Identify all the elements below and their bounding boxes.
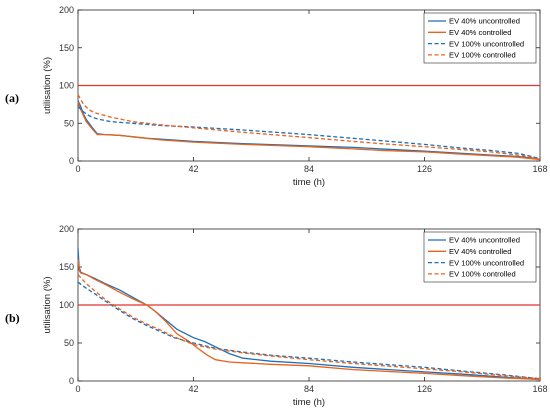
x-axis-label: time (h) [293, 177, 325, 188]
y-tick-label: 0 [69, 156, 74, 166]
y-tick-label: 100 [59, 300, 74, 310]
x-tick-label: 0 [75, 164, 80, 174]
panel-b-label: (b) [5, 311, 20, 325]
panel-a-label: (a) [5, 91, 19, 105]
legend-label: EV 100% uncontrolled [449, 39, 524, 48]
series-line-ev-100-uncontrolled [77, 281, 541, 380]
y-tick-label: 100 [59, 81, 74, 91]
legend-label: EV 100% uncontrolled [449, 258, 524, 267]
y-tick-label: 50 [64, 118, 74, 128]
legend-label: EV 100% controlled [449, 51, 516, 60]
y-axis-label: utilisation (%) [42, 276, 53, 333]
series-line-ev-40-controlled [77, 259, 541, 381]
y-tick-label: 150 [59, 262, 74, 272]
legend-label: EV 40% uncontrolled [449, 17, 520, 26]
series-line-ev-40-uncontrolled [77, 100, 541, 161]
legend: EV 40% uncontrolled EV 40% controlled EV 1… [423, 231, 537, 283]
x-tick-label: 126 [417, 164, 432, 174]
legend-label: EV 40% uncontrolled [449, 236, 520, 245]
series-line-ev-40-controlled [77, 101, 541, 161]
y-tick-label: 150 [59, 43, 74, 53]
x-tick-label: 42 [188, 164, 198, 174]
x-tick-label: 168 [532, 164, 547, 174]
series-line-ev-100-uncontrolled [77, 106, 541, 160]
panel-b-chart: (b) 0 42 84 126 168 0 50 100 150 200 time (h) utili… [5, 224, 548, 408]
x-axis-label: time (h) [293, 397, 325, 408]
x-tick-label: 126 [417, 384, 432, 394]
legend-label: EV 40% controlled [449, 247, 511, 256]
x-tick-label: 84 [304, 384, 314, 394]
y-tick-label: 200 [59, 5, 74, 15]
legend-label: EV 100% controlled [449, 270, 516, 279]
series-line-ev-100-controlled [77, 94, 541, 161]
x-tick-label: 84 [304, 164, 314, 174]
x-tick-label: 42 [188, 384, 198, 394]
y-tick-label: 200 [59, 224, 74, 234]
legend-label: EV 40% controlled [449, 28, 511, 37]
panel-a-chart: (a) 0 42 84 126 168 0 50 100 150 200 time (h) utili… [5, 5, 548, 188]
y-tick-label: 50 [64, 338, 74, 348]
y-tick-label: 0 [69, 376, 74, 386]
x-tick-label: 168 [532, 384, 547, 394]
x-tick-label: 0 [75, 384, 80, 394]
y-axis-label: utilisation (%) [42, 57, 53, 114]
legend: EV 40% uncontrolled EV 40% controlled EV 1… [423, 12, 537, 64]
